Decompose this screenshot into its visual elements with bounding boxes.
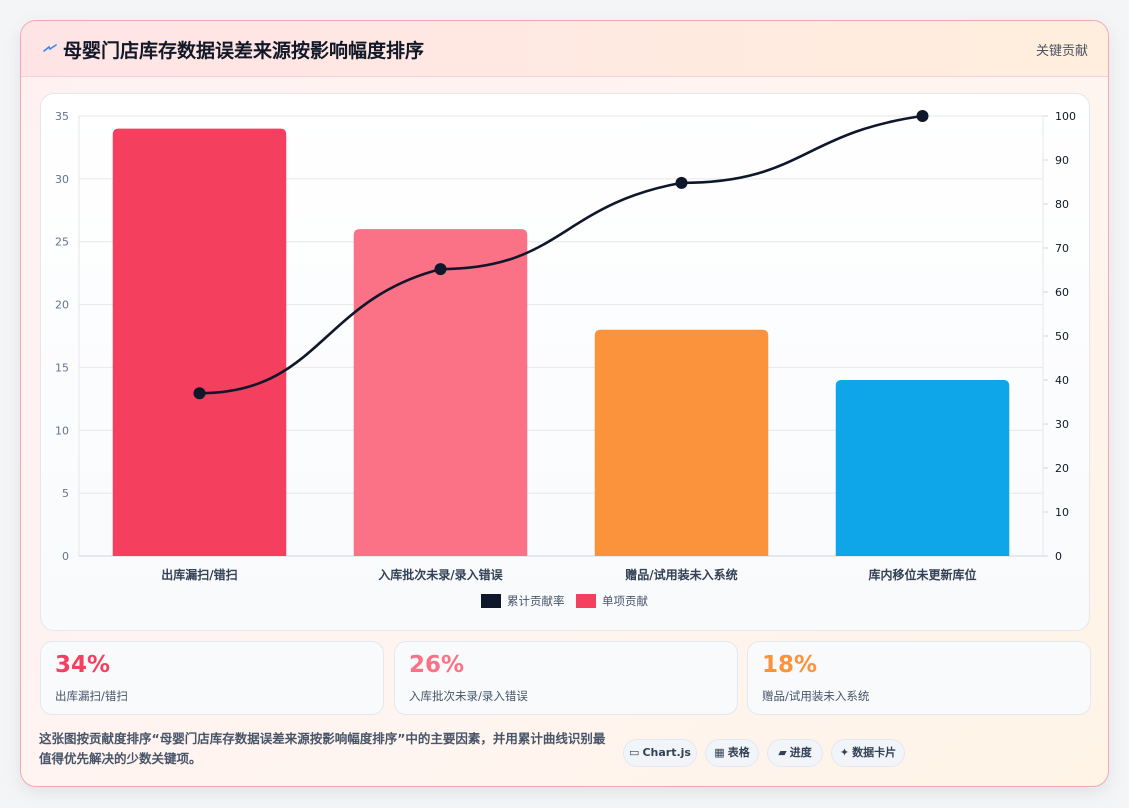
- y-left-tick-label: 35: [55, 110, 69, 123]
- cumulative-point: [675, 176, 688, 189]
- y-right-tick-label: 70: [1055, 242, 1069, 255]
- tag-progress[interactable]: ▰ 进度: [767, 739, 823, 767]
- lightning-icon: [43, 44, 57, 52]
- y-left-tick-label: 5: [62, 487, 69, 500]
- y-right-tick-label: 90: [1055, 154, 1069, 167]
- y-left-tick-label: 20: [55, 299, 69, 312]
- stat-card-2: 26% 入库批次未录/录入错误: [394, 641, 738, 715]
- tag-label: 数据卡片: [852, 746, 897, 759]
- stat-card-percent: 18%: [762, 652, 818, 678]
- stat-card-percent: 34%: [55, 652, 111, 678]
- tag-data-card[interactable]: ✦ 数据卡片: [831, 739, 905, 767]
- bar: [112, 128, 287, 557]
- legend-label-single: 单项贡献: [602, 594, 648, 608]
- legend-swatch-single: [576, 594, 596, 608]
- bar: [353, 229, 528, 556]
- stat-card-label: 赠品/试用装未入系统: [762, 689, 870, 703]
- cumulative-point: [193, 387, 206, 400]
- progress-icon: ▰: [778, 746, 787, 759]
- y-right-tick-label: 100: [1055, 110, 1076, 123]
- tag-label: 表格: [727, 746, 750, 759]
- y-right-tick-label: 50: [1055, 330, 1069, 343]
- stat-card-3: 18% 赠品/试用装未入系统: [747, 641, 1091, 715]
- tag-label: 进度: [789, 746, 812, 759]
- report-card: 母婴门店库存数据误差来源按影响幅度排序 关键贡献 0 5 10 15 20 25 30 35 0…: [20, 20, 1109, 787]
- x-tick-label: 入库批次未录/录入错误: [378, 567, 503, 582]
- stat-card-label: 入库批次未录/录入错误: [409, 689, 528, 703]
- sparkle-icon: ✦: [839, 746, 850, 759]
- table-icon: ▦: [714, 746, 725, 759]
- x-tick-label: 出库漏扫/错扫: [161, 567, 237, 582]
- legend-swatch-cumulative: [481, 594, 501, 608]
- tag-table[interactable]: ▦ 表格: [705, 739, 759, 767]
- bar: [835, 380, 1010, 556]
- y-right-tick-label: 80: [1055, 198, 1069, 211]
- chart-panel: 0 5 10 15 20 25 30 35 0 10 20 30 40 50 60 70 80 90 100 出库漏扫…: [40, 93, 1090, 631]
- pareto-chart: 0 5 10 15 20 25 30 35 0 10 20 30 40 50 60 70 80 90 100 出库漏扫…: [55, 110, 1076, 608]
- x-tick-label: 库内移位未更新库位: [868, 567, 976, 582]
- legend-label-cumulative: 累计贡献率: [507, 594, 565, 608]
- tag-label: Chart.js: [642, 746, 691, 759]
- y-right-tick-label: 0: [1055, 550, 1062, 563]
- card-header: 母婴门店库存数据误差来源按影响幅度排序 关键贡献: [21, 21, 1108, 77]
- x-tick-label: 赠品/试用装未入系统: [625, 567, 737, 582]
- y-right-tick-label: 40: [1055, 374, 1069, 387]
- y-left-tick-label: 0: [62, 550, 69, 563]
- y-right-tick-label: 30: [1055, 418, 1069, 431]
- y-left-tick-label: 30: [55, 173, 69, 186]
- key-contribution-badge: 关键贡献: [1035, 44, 1088, 59]
- stat-card-label: 出库漏扫/错扫: [55, 689, 128, 703]
- stat-card-percent: 26%: [409, 652, 465, 678]
- cumulative-point: [916, 110, 929, 122]
- y-right-tick-label: 10: [1055, 506, 1069, 519]
- tag-chartjs[interactable]: ▭ Chart.js: [623, 739, 697, 767]
- y-left-tick-label: 15: [55, 361, 69, 374]
- y-right-tick-label: 20: [1055, 462, 1069, 475]
- chart-description: 这张图按贡献度排序“母婴门店库存数据误差来源按影响幅度排序”中的主要因素，并用累…: [39, 731, 606, 766]
- cumulative-point: [434, 263, 447, 276]
- page-title: 母婴门店库存数据误差来源按影响幅度排序: [63, 40, 425, 62]
- bar: [594, 329, 769, 556]
- window-icon: ▭: [629, 746, 640, 759]
- y-left-tick-label: 25: [55, 236, 69, 249]
- cumulative-line: [199, 114, 923, 395]
- stat-card-1: 34% 出库漏扫/错扫: [40, 641, 384, 715]
- y-left-tick-label: 10: [55, 424, 69, 437]
- y-right-tick-label: 60: [1055, 286, 1069, 299]
